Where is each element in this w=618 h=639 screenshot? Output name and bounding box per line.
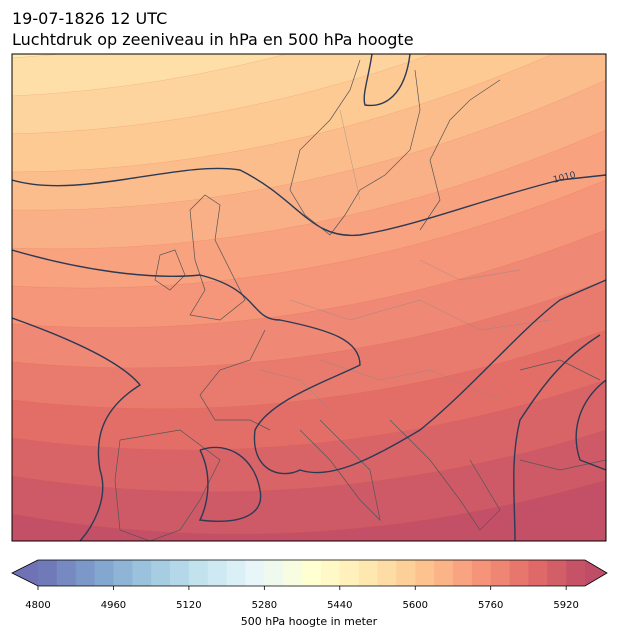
colorbar-band — [226, 560, 246, 586]
colorbar-band — [320, 560, 341, 586]
colorbar-band — [264, 560, 284, 586]
colorbar: 4800 4960 5120 5280 5440 5600 5760 5920 — [11, 559, 608, 611]
map-frame — [11, 53, 607, 542]
colorbar-tick-label: 5120 — [176, 600, 201, 611]
colorbar-band — [377, 560, 397, 586]
colorbar-extend-low — [12, 560, 38, 586]
colorbar-label: 500 hPa hoogte in meter — [241, 615, 378, 628]
height-band — [12, 479, 606, 541]
colorbar-tick-label: 4800 — [25, 600, 50, 611]
title-date: 19-07-1826 12 UTC — [12, 9, 167, 28]
colorbar-band — [547, 560, 567, 586]
colorbar-band — [245, 560, 265, 586]
colorbar-tick-label: 5760 — [478, 600, 503, 611]
colorbar-band — [75, 560, 96, 586]
borders — [259, 109, 551, 411]
colorbar-band — [358, 560, 379, 586]
colorbar-band — [302, 560, 322, 586]
colorbar-tick-label: 5920 — [553, 600, 578, 611]
colorbar-band — [528, 560, 548, 586]
colorbar-band — [490, 560, 511, 586]
colorbar-band — [283, 560, 303, 586]
colorbar-tick-label: 4960 — [101, 600, 126, 611]
map: 1010 — [12, 54, 606, 541]
colorbar-extend-high — [585, 560, 607, 586]
pressure-contours — [12, 54, 606, 541]
colorbar-band — [396, 560, 416, 586]
colorbar-band — [566, 560, 586, 586]
colorbar-band — [56, 560, 77, 586]
colorbar-band — [339, 560, 360, 586]
colorbar-band — [113, 560, 133, 586]
colorbar-band — [170, 560, 190, 586]
height-fill — [12, 54, 606, 541]
colorbar-band — [471, 560, 492, 586]
colorbar-band — [452, 560, 473, 586]
colorbar-band — [207, 560, 228, 586]
coastlines — [114, 59, 606, 541]
title-main: Luchtdruk op zeeniveau in hPa en 500 hPa… — [12, 30, 414, 49]
colorbar-band — [94, 560, 114, 586]
colorbar-band — [38, 560, 58, 586]
colorbar-band — [434, 560, 454, 586]
colorbar-band — [509, 560, 529, 586]
colorbar-band — [151, 560, 171, 586]
colorbar-tick-label: 5280 — [252, 600, 277, 611]
colorbar-tick-label: 5600 — [403, 600, 428, 611]
colorbar-band — [415, 560, 435, 586]
colorbar-band — [132, 560, 152, 586]
colorbar-tick-label: 5440 — [327, 600, 352, 611]
colorbar-outline — [11, 559, 608, 587]
height-band — [12, 429, 606, 541]
colorbar-band — [188, 560, 209, 586]
